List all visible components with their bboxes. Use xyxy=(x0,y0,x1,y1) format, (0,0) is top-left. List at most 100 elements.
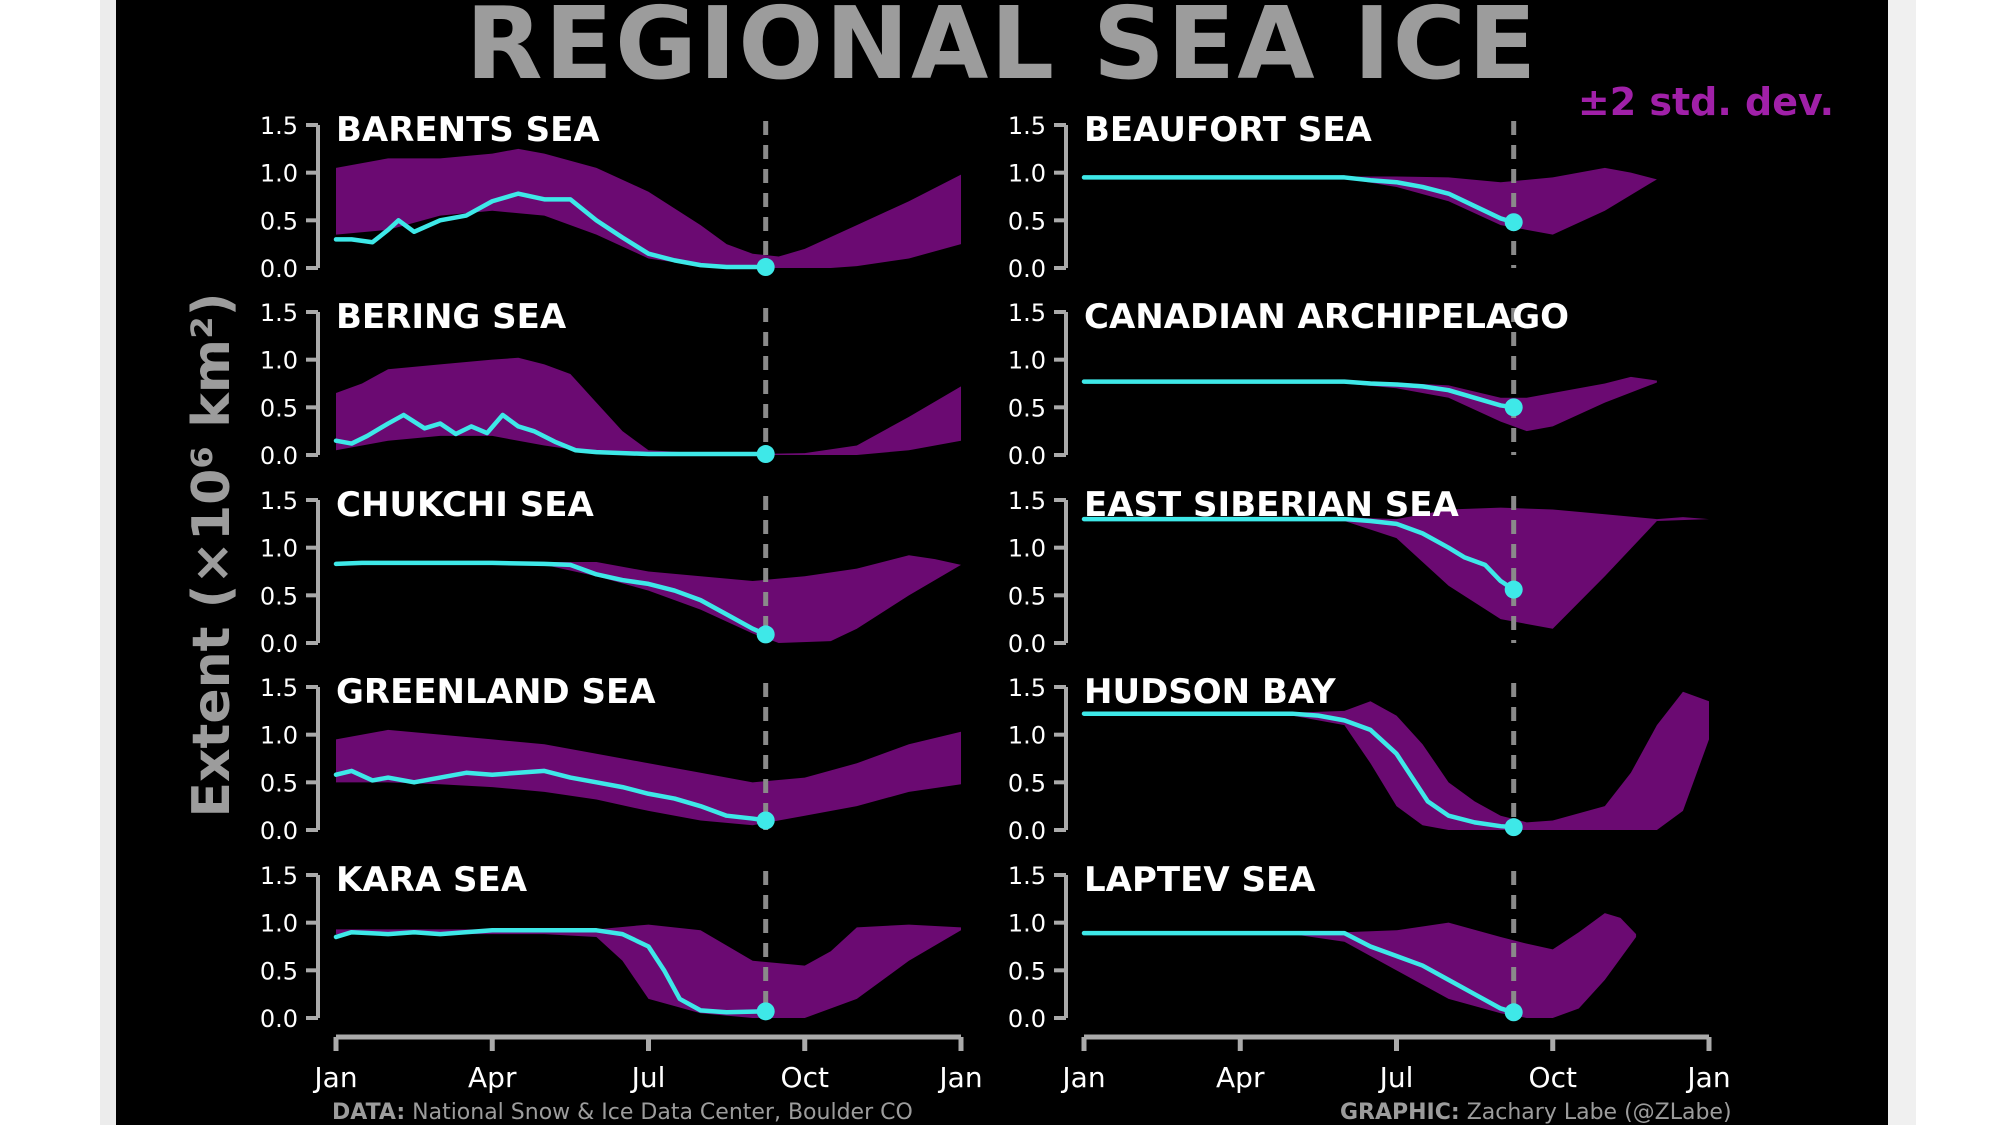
left-scroll-gutter xyxy=(100,0,116,1125)
y-tick-label: 0.5 xyxy=(1008,769,1046,797)
y-tick-label: 0.0 xyxy=(260,1005,298,1033)
y-tick-label: 1.5 xyxy=(1008,487,1046,515)
y-tick-label: 0.5 xyxy=(1008,957,1046,985)
y-tick-label: 0.0 xyxy=(260,630,298,658)
panel-kara-sea: 0.0 0.5 1.0 1.5 KARA SEA xyxy=(260,860,961,1033)
panel-beaufort-sea: 0.0 0.5 1.0 1.5 BEAUFORT SEA xyxy=(1008,110,1657,283)
std-dev-band xyxy=(336,729,961,826)
std-dev-band xyxy=(1084,691,1709,830)
y-tick-label: 0.5 xyxy=(260,207,298,235)
region-title: BEAUFORT SEA xyxy=(1084,110,1373,150)
current-year-line xyxy=(333,412,768,457)
std-dev-band xyxy=(336,357,961,455)
y-tick-label: 1.5 xyxy=(1008,862,1046,890)
current-year-line xyxy=(333,560,768,637)
page-title: REGIONAL SEA ICE xyxy=(465,0,1539,102)
region-title: BARENTS SEA xyxy=(336,110,600,150)
latest-value-dot xyxy=(1504,818,1523,837)
y-tick-label: 1.5 xyxy=(260,674,298,702)
y-tick-label: 0.5 xyxy=(260,769,298,797)
y-tick-label: 1.5 xyxy=(260,487,298,515)
std-dev-band xyxy=(336,148,961,268)
std-dev-band xyxy=(1084,913,1637,1018)
small-multiples-chart: Extent (×10⁶ km²) ±2 std. dev. 0.0 0.5 1.0 1.… xyxy=(182,80,1834,1094)
y-tick-label: 0.5 xyxy=(260,394,298,422)
x-tick-label: Apr xyxy=(1216,1061,1265,1094)
figure-panel: REGIONAL SEA ICE Extent (×10⁶ km²) ±2 std… xyxy=(116,0,1888,1125)
panel-hudson-bay: 0.0 0.5 1.0 1.5 HUDSON BAY xyxy=(1008,672,1709,845)
y-tick-label: 0.5 xyxy=(260,582,298,610)
std-dev-band xyxy=(1084,507,1709,629)
std-dev-band xyxy=(336,924,961,1018)
panel-barents-sea: 0.0 0.5 1.0 1.5 BARENTS SEA xyxy=(260,110,961,283)
y-tick-label: 0.5 xyxy=(260,957,298,985)
right-scroll-gutter xyxy=(1888,0,1916,1125)
graphic-label: GRAPHIC: xyxy=(1340,1100,1460,1125)
y-tick-label: 0.0 xyxy=(1008,817,1046,845)
x-axis-left: Jan Apr Jul Oct Jan xyxy=(312,1034,983,1094)
y-tick-label: 0.5 xyxy=(1008,582,1046,610)
panel-greenland-sea: 0.0 0.5 1.0 1.5 GREENLAND SEA xyxy=(260,672,961,845)
latest-value-dot xyxy=(756,258,775,277)
y-tick-label: 0.0 xyxy=(260,255,298,283)
latest-value-dot xyxy=(756,811,775,830)
region-title: KARA SEA xyxy=(336,860,528,900)
y-tick-label: 0.0 xyxy=(260,442,298,470)
panel-laptev-sea: 0.0 0.5 1.0 1.5 LAPTEV SEA xyxy=(1008,860,1637,1033)
y-tick-label: 0.5 xyxy=(1008,207,1046,235)
data-source-caption: DATA: National Snow & Ice Data Center, B… xyxy=(332,1100,913,1125)
y-axis-label: Extent (×10⁶ km²) xyxy=(182,292,242,817)
latest-value-dot xyxy=(756,445,775,464)
x-tick-label: Jan xyxy=(312,1061,357,1094)
x-tick-label: Jan xyxy=(1060,1061,1105,1094)
current-year-line xyxy=(1081,711,1516,830)
current-year-line xyxy=(333,928,768,1015)
x-tick-label: Jan xyxy=(1685,1061,1730,1094)
y-tick-label: 1.0 xyxy=(260,910,298,938)
latest-value-dot xyxy=(756,625,775,644)
region-title: CANADIAN ARCHIPELAGO xyxy=(1084,297,1569,337)
legend-std-dev: ±2 std. dev. xyxy=(1578,80,1834,124)
current-year-line xyxy=(333,191,768,270)
y-tick-label: 1.5 xyxy=(1008,674,1046,702)
x-tick-label: Apr xyxy=(468,1061,517,1094)
y-tick-label: 1.5 xyxy=(260,112,298,140)
current-year-line xyxy=(1081,516,1516,592)
panel-bering-sea: 0.0 0.5 1.0 1.5 BERING SEA xyxy=(260,297,961,470)
x-tick-label: Oct xyxy=(1529,1061,1577,1094)
data-source: National Snow & Ice Data Center, Boulder… xyxy=(412,1100,913,1125)
x-tick-label: Oct xyxy=(781,1061,829,1094)
y-tick-label: 0.0 xyxy=(1008,442,1046,470)
graphic-credit-caption: GRAPHIC: Zachary Labe (@ZLabe) xyxy=(1340,1100,1732,1125)
y-tick-label: 1.0 xyxy=(260,160,298,188)
latest-value-dot xyxy=(1504,580,1523,599)
current-year-line xyxy=(1081,930,1516,1015)
y-tick-label: 1.0 xyxy=(260,535,298,563)
y-tick-label: 1.5 xyxy=(1008,112,1046,140)
y-tick-label: 1.5 xyxy=(260,299,298,327)
x-tick-label: Jan xyxy=(937,1061,982,1094)
y-tick-label: 0.0 xyxy=(260,817,298,845)
panel-chukchi-sea: 0.0 0.5 1.0 1.5 CHUKCHI SEA xyxy=(260,485,961,658)
data-label: DATA: xyxy=(332,1100,406,1125)
region-title: EAST SIBERIAN SEA xyxy=(1084,485,1459,525)
region-title: LAPTEV SEA xyxy=(1084,860,1316,900)
y-tick-label: 0.0 xyxy=(1008,630,1046,658)
x-axis-right: Jan Apr Jul Oct Jan xyxy=(1060,1034,1731,1094)
region-title: BERING SEA xyxy=(336,297,567,337)
current-year-line xyxy=(1081,175,1516,225)
region-title: CHUKCHI SEA xyxy=(336,485,594,525)
latest-value-dot xyxy=(756,1002,775,1021)
std-dev-band xyxy=(336,555,961,643)
page-background xyxy=(0,0,100,1125)
y-tick-label: 1.0 xyxy=(1008,722,1046,750)
panel-canadian-archipelago: 0.0 0.5 1.0 1.5 CANADIAN ARCHIPELAGO xyxy=(1008,297,1657,470)
current-year-line xyxy=(1081,379,1516,410)
y-tick-label: 1.0 xyxy=(260,722,298,750)
y-tick-label: 0.0 xyxy=(1008,255,1046,283)
y-tick-label: 1.0 xyxy=(1008,160,1046,188)
x-tick-label: Jul xyxy=(630,1061,666,1094)
x-tick-label: Jul xyxy=(1378,1061,1414,1094)
panel-east-siberian-sea: 0.0 0.5 1.0 1.5 EAST SIBERIAN SEA xyxy=(1008,485,1709,658)
y-tick-label: 1.0 xyxy=(260,347,298,375)
